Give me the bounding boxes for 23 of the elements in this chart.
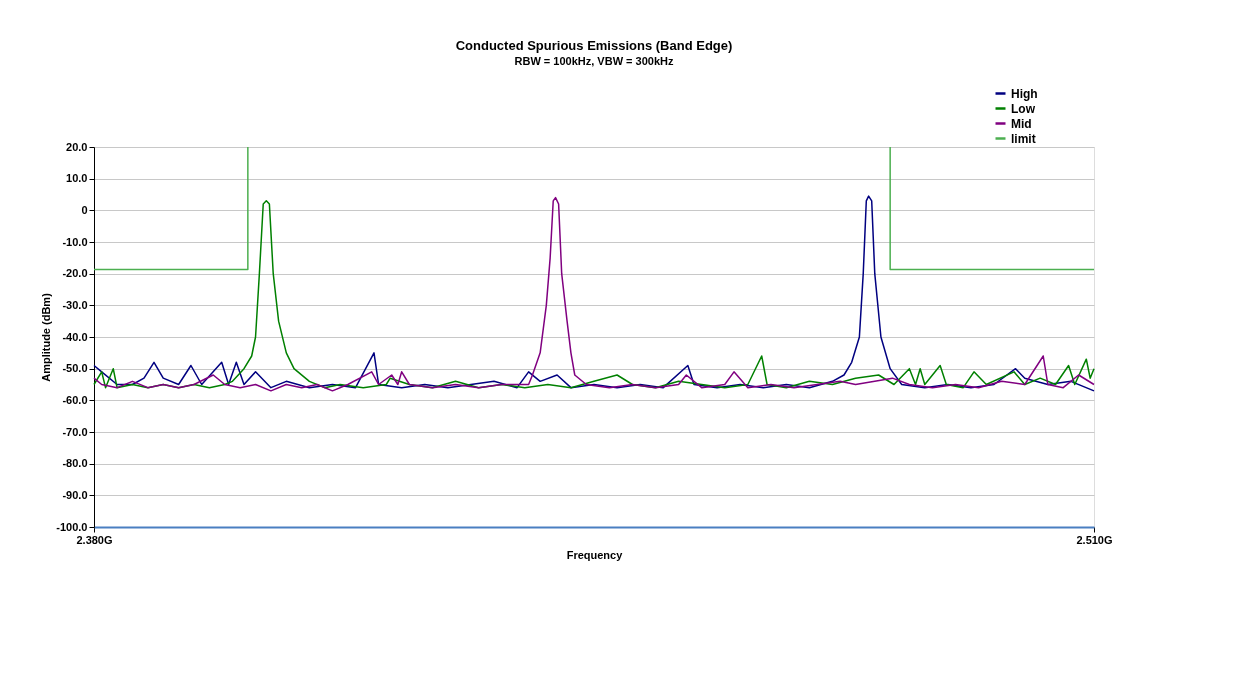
x-tick-label: 2.380G (76, 533, 113, 546)
y-tick-label: -50.0 (62, 362, 88, 375)
y-tick-label: 10.0 (66, 172, 88, 185)
y-axis-title: Amplitude (dBm) (40, 292, 53, 382)
legend-label: Mid (1011, 116, 1032, 131)
legend-label: High (1011, 86, 1038, 101)
y-tick-label: -70.0 (62, 425, 88, 438)
legend-label: Low (1011, 101, 1036, 116)
y-tick-label: -40.0 (62, 330, 88, 343)
y-tick-label: 20.0 (66, 140, 88, 153)
chart-subtitle: RBW = 100kHz, VBW = 300kHz (514, 55, 674, 67)
y-tick-label: -20.0 (62, 267, 88, 280)
y-tick-label: -30.0 (62, 298, 88, 311)
y-tick-label: 0 (81, 203, 88, 216)
y-tick-label: -60.0 (62, 393, 88, 406)
chart-title: Conducted Spurious Emissions (Band Edge) (455, 38, 733, 53)
y-tick-label: -100.0 (56, 520, 88, 533)
x-tick-label: 2.510G (1076, 533, 1113, 546)
legend-label: limit (1011, 131, 1036, 146)
y-tick-label: -10.0 (62, 235, 88, 248)
y-tick-label: -90.0 (62, 488, 88, 501)
x-axis-title: Frequency (566, 548, 624, 561)
y-tick-label: -80.0 (62, 457, 88, 470)
